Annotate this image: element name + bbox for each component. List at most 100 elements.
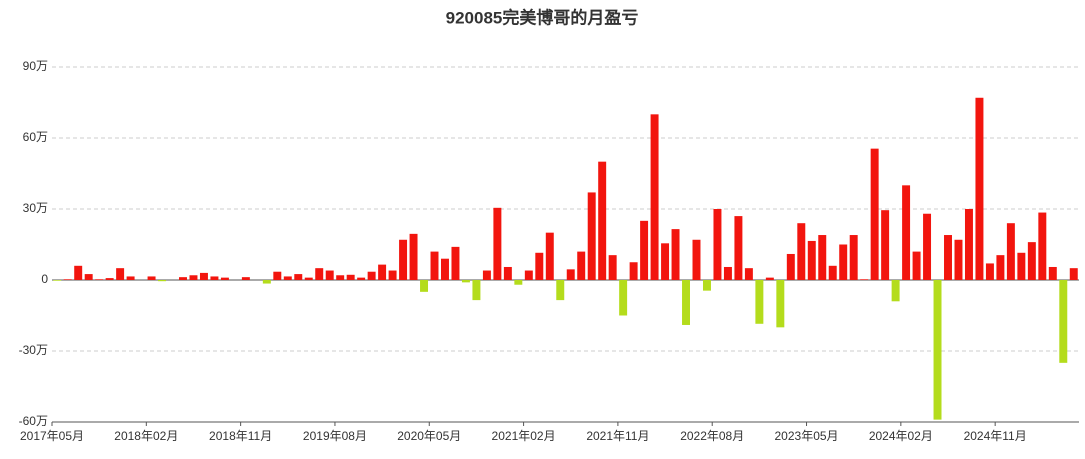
bar bbox=[1069, 268, 1078, 280]
bar bbox=[1027, 242, 1036, 280]
bar bbox=[273, 271, 282, 280]
y-tick-label: 30万 bbox=[23, 201, 48, 215]
bar bbox=[765, 277, 774, 280]
bar bbox=[304, 277, 313, 280]
bar bbox=[1048, 266, 1057, 280]
bar bbox=[870, 148, 879, 280]
bar bbox=[84, 274, 93, 280]
bar bbox=[776, 280, 785, 328]
bar bbox=[744, 268, 753, 280]
bar bbox=[912, 251, 921, 280]
bar bbox=[199, 272, 208, 280]
bar bbox=[629, 262, 638, 280]
bar bbox=[1059, 280, 1068, 363]
y-tick-label: 60万 bbox=[23, 130, 48, 144]
y-tick-label: -30万 bbox=[19, 343, 48, 357]
bar bbox=[451, 246, 460, 280]
bar bbox=[786, 253, 795, 280]
bar bbox=[63, 279, 72, 280]
bar bbox=[587, 192, 596, 280]
x-tick-label: 2024年02月 bbox=[869, 429, 933, 443]
bar bbox=[482, 270, 491, 280]
bar bbox=[839, 244, 848, 280]
bar bbox=[420, 280, 429, 292]
bar bbox=[1006, 223, 1015, 280]
bar bbox=[556, 280, 565, 301]
x-tick-label: 2017年05月 bbox=[20, 429, 84, 443]
bar bbox=[514, 280, 523, 285]
x-tick-label: 2019年08月 bbox=[303, 429, 367, 443]
x-tick-label: 2021年11月 bbox=[586, 429, 649, 443]
bar bbox=[399, 239, 408, 280]
y-tick-label: 0 bbox=[41, 272, 48, 286]
bar bbox=[661, 243, 670, 280]
bar bbox=[503, 266, 512, 280]
bar bbox=[158, 280, 167, 282]
bar bbox=[713, 209, 722, 280]
bar bbox=[923, 213, 932, 280]
bar bbox=[650, 114, 659, 280]
y-tick-label: 90万 bbox=[23, 59, 48, 73]
bar bbox=[1017, 252, 1026, 280]
bar bbox=[325, 270, 334, 280]
x-tick-label: 2021年02月 bbox=[492, 429, 556, 443]
y-tick-label: -60万 bbox=[19, 414, 48, 428]
bar bbox=[640, 220, 649, 280]
bar bbox=[734, 216, 743, 280]
x-tick-label: 2023年05月 bbox=[775, 429, 839, 443]
bar bbox=[944, 235, 952, 280]
bar bbox=[346, 274, 355, 280]
bar bbox=[283, 276, 292, 280]
bar bbox=[723, 266, 732, 280]
bar bbox=[933, 280, 942, 420]
bar bbox=[388, 270, 397, 280]
bar bbox=[849, 235, 858, 280]
bar bbox=[985, 263, 994, 280]
bar bbox=[755, 280, 764, 324]
bar bbox=[367, 271, 376, 280]
bar bbox=[975, 97, 984, 281]
bar bbox=[409, 233, 418, 280]
bar bbox=[262, 280, 271, 284]
bar bbox=[210, 276, 219, 280]
x-tick-label: 2018年02月 bbox=[114, 429, 178, 443]
bar bbox=[524, 270, 533, 280]
bar bbox=[682, 280, 690, 325]
bar bbox=[1038, 212, 1047, 280]
bar bbox=[860, 279, 869, 280]
bar bbox=[336, 275, 345, 280]
bar bbox=[692, 239, 701, 280]
bar bbox=[241, 277, 250, 280]
bar bbox=[828, 265, 837, 280]
bar bbox=[74, 265, 83, 280]
bar bbox=[902, 185, 911, 280]
bar bbox=[357, 277, 366, 280]
chart-title: 920085完美博哥的月盈亏 bbox=[446, 7, 639, 27]
bar bbox=[105, 278, 114, 280]
bar bbox=[95, 279, 104, 280]
bar bbox=[126, 276, 135, 280]
bar bbox=[996, 255, 1005, 280]
bar bbox=[294, 274, 303, 280]
bar bbox=[671, 229, 680, 280]
x-tick-label: 2024年11月 bbox=[964, 429, 1027, 443]
bar bbox=[891, 280, 900, 302]
x-tick-label: 2018年11月 bbox=[209, 429, 272, 443]
bar bbox=[472, 280, 481, 301]
bar bbox=[954, 239, 963, 280]
bar bbox=[619, 280, 628, 316]
x-tick-label: 2020年05月 bbox=[397, 429, 461, 443]
bar bbox=[702, 280, 711, 291]
bar bbox=[964, 209, 973, 280]
bar bbox=[545, 232, 554, 280]
bar bbox=[147, 276, 156, 280]
bar bbox=[797, 223, 806, 280]
bar bbox=[493, 207, 502, 280]
bar bbox=[461, 280, 470, 283]
bar bbox=[378, 264, 387, 280]
bar bbox=[53, 280, 62, 281]
bar bbox=[430, 251, 439, 280]
bar bbox=[818, 235, 827, 280]
bar bbox=[807, 240, 816, 280]
